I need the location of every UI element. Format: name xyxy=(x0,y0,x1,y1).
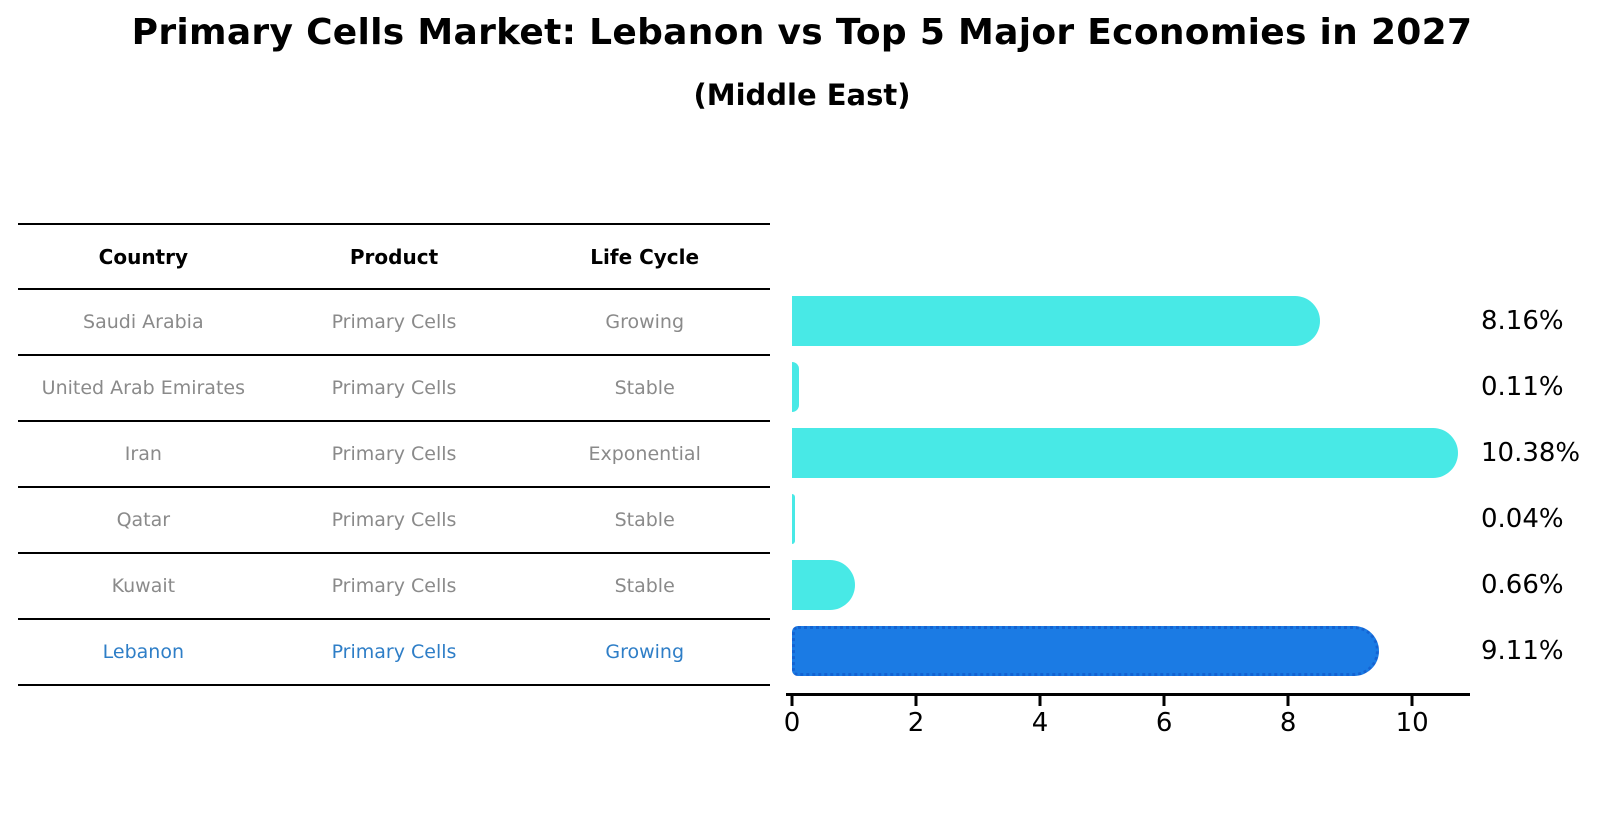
x-tick-mark-8 xyxy=(1286,696,1290,706)
life-cycle-cell: Growing xyxy=(605,641,685,663)
country-cell: Kuwait xyxy=(111,575,176,597)
table-row-saudi-arabia: Saudi Arabia Primary Cells Growing xyxy=(18,290,770,356)
bar-lebanon xyxy=(792,626,1379,676)
product-cell: Primary Cells xyxy=(331,377,457,399)
life-cycle-cell: Exponential xyxy=(588,443,701,465)
x-tick-label-6: 6 xyxy=(1155,708,1173,738)
table-row-qatar: Qatar Primary Cells Stable xyxy=(18,488,770,554)
table-row-iran: Iran Primary Cells Exponential xyxy=(18,422,770,488)
x-tick-label-8: 8 xyxy=(1279,708,1297,738)
product-cell: Primary Cells xyxy=(331,641,457,663)
bar-plot-area xyxy=(792,288,1468,684)
bar-row-kuwait xyxy=(792,552,1468,618)
bar-saudi-arabia xyxy=(792,296,1321,346)
x-tick-label-4: 4 xyxy=(1031,708,1049,738)
country-cell: Iran xyxy=(124,443,162,465)
bar-row-lebanon xyxy=(792,618,1468,684)
bar-kuwait xyxy=(792,560,855,610)
country-table: Country Product Life Cycle Saudi Arabia Pri… xyxy=(18,223,770,686)
country-cell: Saudi Arabia xyxy=(83,311,204,333)
life-cycle-cell: Stable xyxy=(614,377,675,399)
bar-row-qatar xyxy=(792,486,1468,552)
x-axis: 0 2 4 6 8 10 xyxy=(784,696,1468,744)
product-cell: Primary Cells xyxy=(331,575,457,597)
bar-row-iran xyxy=(792,420,1468,486)
x-tick-mark-10 xyxy=(1410,696,1414,706)
column-header-life-cycle: Life Cycle xyxy=(590,244,700,269)
bar-united-arab-emirates xyxy=(792,362,799,412)
country-cell: Qatar xyxy=(116,509,171,531)
table-row-united-arab-emirates: United Arab Emirates Primary Cells Stable xyxy=(18,356,770,422)
life-cycle-cell: Growing xyxy=(605,311,685,333)
x-tick-mark-6 xyxy=(1162,696,1166,706)
bar-row-saudi-arabia xyxy=(792,288,1468,354)
x-tick-mark-4 xyxy=(1038,696,1042,706)
column-header-country: Country xyxy=(98,244,189,269)
life-cycle-cell: Stable xyxy=(614,509,675,531)
bar-iran xyxy=(792,428,1458,478)
value-label-qatar: 0.04% xyxy=(1481,504,1564,534)
country-cell: United Arab Emirates xyxy=(41,377,245,399)
chart-title: Primary Cells Market: Lebanon vs Top 5 M… xyxy=(131,12,1473,53)
value-label-saudi-arabia: 8.16% xyxy=(1481,306,1564,336)
table-header-row: Country Product Life Cycle xyxy=(18,223,770,290)
value-label-iran: 10.38% xyxy=(1481,438,1581,468)
x-tick-label-10: 10 xyxy=(1395,708,1429,738)
x-tick-label-2: 2 xyxy=(907,708,925,738)
product-cell: Primary Cells xyxy=(331,311,457,333)
bar-qatar xyxy=(792,494,795,544)
country-cell: Lebanon xyxy=(102,641,185,663)
value-label-kuwait: 0.66% xyxy=(1481,570,1564,600)
value-label-lebanon: 9.11% xyxy=(1481,636,1564,666)
table-row-kuwait: Kuwait Primary Cells Stable xyxy=(18,554,770,620)
chart-subtitle: (Middle East) xyxy=(693,78,911,112)
x-tick-label-0: 0 xyxy=(783,708,801,738)
product-cell: Primary Cells xyxy=(331,443,457,465)
value-labels-column: 8.16% 0.11% 10.38% 0.04% 0.66% 9.11% xyxy=(1481,288,1580,684)
life-cycle-cell: Stable xyxy=(614,575,675,597)
bar-row-united-arab-emirates xyxy=(792,354,1468,420)
table-body: Saudi Arabia Primary Cells Growing United A… xyxy=(18,290,770,686)
table-row-lebanon: Lebanon Primary Cells Growing xyxy=(18,620,770,686)
value-label-united-arab-emirates: 0.11% xyxy=(1481,372,1564,402)
x-tick-mark-2 xyxy=(914,696,918,706)
column-header-product: Product xyxy=(349,244,439,269)
x-axis-line xyxy=(786,693,1470,696)
product-cell: Primary Cells xyxy=(331,509,457,531)
x-tick-mark-0 xyxy=(790,696,794,706)
